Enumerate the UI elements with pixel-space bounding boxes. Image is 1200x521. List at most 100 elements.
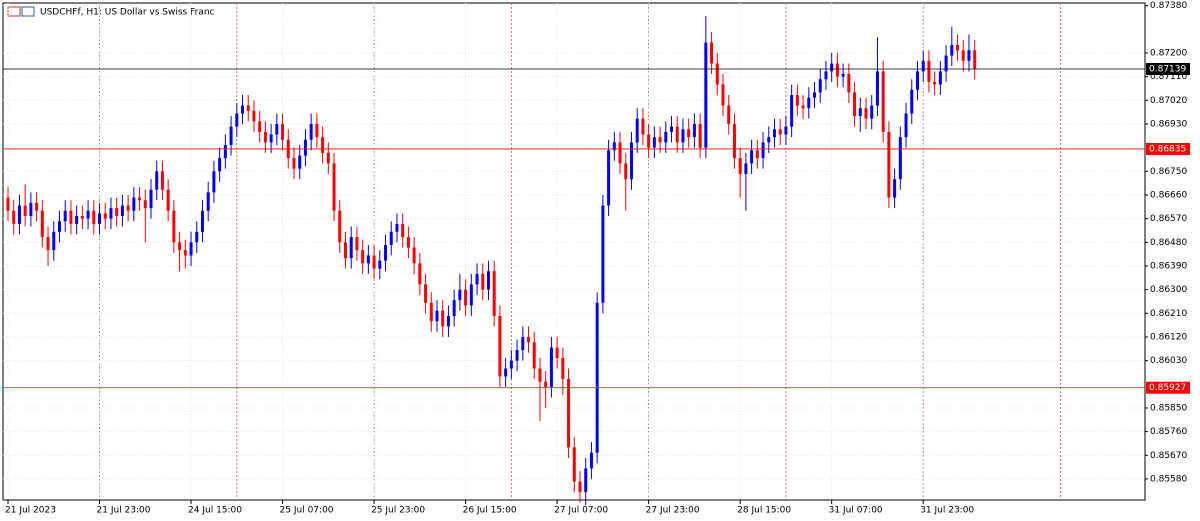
candle-body: [778, 129, 782, 135]
price-level-label: 0.87139: [1149, 65, 1186, 75]
candle-body: [647, 134, 651, 148]
candle-body: [795, 95, 799, 106]
y-tick-label: 0.86300: [1150, 285, 1187, 295]
candle-body: [704, 42, 708, 148]
candle-body: [710, 42, 714, 64]
candle-body: [86, 210, 90, 219]
x-tick-label: 25 Jul 07:00: [280, 506, 334, 516]
candle-body: [933, 81, 937, 85]
candle-body: [687, 129, 691, 138]
candle-body: [629, 142, 633, 180]
x-tick-label: 24 Jul 15:00: [188, 506, 242, 516]
candle-body: [504, 368, 508, 377]
candle-body: [664, 131, 668, 143]
candle-body: [881, 71, 885, 132]
candle-body: [973, 50, 977, 69]
candle-body: [658, 137, 662, 143]
candle-body: [790, 95, 794, 127]
candle-body: [332, 163, 336, 211]
price-level-tag: [1146, 142, 1190, 155]
y-tick-label: 0.87200: [1150, 48, 1187, 58]
y-tick-label: 0.86030: [1150, 356, 1187, 366]
candle-body: [40, 210, 44, 238]
candle-body: [229, 126, 233, 145]
candle-body: [384, 244, 388, 261]
candle-body: [915, 71, 919, 90]
candle-body: [567, 379, 571, 448]
candle-body: [326, 152, 330, 164]
candle-body: [6, 197, 10, 211]
candle-body: [446, 315, 450, 327]
candle-body: [149, 189, 153, 209]
candle-body: [435, 310, 439, 322]
candle-body: [956, 45, 960, 51]
candle-body: [166, 189, 170, 211]
candle-body: [12, 210, 16, 224]
candle-body: [57, 221, 61, 232]
y-tick-label: 0.86390: [1150, 261, 1187, 271]
candle-body: [366, 255, 370, 264]
x-tick-label: 27 Jul 07:00: [554, 506, 608, 516]
candle-body: [853, 92, 857, 117]
y-tick-label: 0.87020: [1150, 96, 1187, 106]
candle-body: [98, 213, 102, 224]
candle-body: [155, 171, 159, 190]
candle-body: [469, 284, 473, 306]
candle-body: [750, 150, 754, 164]
candle-body: [120, 205, 124, 216]
candle-body: [641, 118, 645, 135]
price-level-label: 0.86835: [1149, 144, 1186, 154]
candle-body: [63, 210, 67, 222]
candle-body: [612, 142, 616, 151]
y-tick-label: 0.86660: [1150, 190, 1187, 200]
candle-body: [281, 123, 285, 140]
candle-body: [950, 45, 954, 56]
candle-body: [275, 123, 279, 135]
candle-body: [475, 273, 479, 285]
candle-body: [818, 79, 822, 93]
candle-body: [532, 342, 536, 369]
candle-body: [115, 208, 119, 216]
candle-body: [309, 123, 313, 140]
x-tick-label: 26 Jul 15:00: [463, 506, 517, 516]
candle-body: [961, 50, 965, 61]
candle-body: [189, 242, 193, 256]
candle-body: [223, 145, 227, 159]
candle-body: [624, 163, 628, 180]
candle-body: [549, 347, 553, 387]
candle-body: [841, 74, 845, 77]
x-tick-label: 27 Jul 23:00: [646, 506, 700, 516]
y-tick-label: 0.85760: [1150, 427, 1187, 437]
candle-body: [406, 237, 410, 248]
chart-title: USDCHFf, H1: US Dollar vs Swiss Franc: [40, 8, 215, 18]
candle-body: [927, 60, 931, 82]
candle-body: [509, 360, 513, 369]
candle-body: [670, 126, 674, 132]
candle-body: [298, 155, 302, 169]
candle-body: [138, 197, 142, 201]
candle-body: [618, 142, 622, 164]
candle-body: [824, 71, 828, 80]
candle-body: [23, 205, 27, 216]
candle-body: [584, 468, 588, 493]
y-tick-label: 0.86120: [1150, 332, 1187, 342]
candle-body: [858, 108, 862, 117]
candle-body: [904, 113, 908, 138]
candle-body: [761, 142, 765, 159]
x-tick-label: 31 Jul 23:00: [920, 506, 974, 516]
candle-body: [418, 263, 422, 285]
candle-body: [378, 260, 382, 269]
price-level-label: 0.85927: [1149, 383, 1186, 393]
candle-body: [561, 358, 565, 380]
candle-body: [103, 213, 107, 219]
candle-body: [870, 105, 874, 119]
candle-body: [263, 131, 267, 143]
candle-body: [772, 129, 776, 138]
y-tick-label: 0.86930: [1150, 119, 1187, 129]
candle-body: [492, 271, 496, 316]
candle-body: [921, 60, 925, 72]
candle-body: [412, 247, 416, 264]
candle-body: [126, 205, 130, 211]
